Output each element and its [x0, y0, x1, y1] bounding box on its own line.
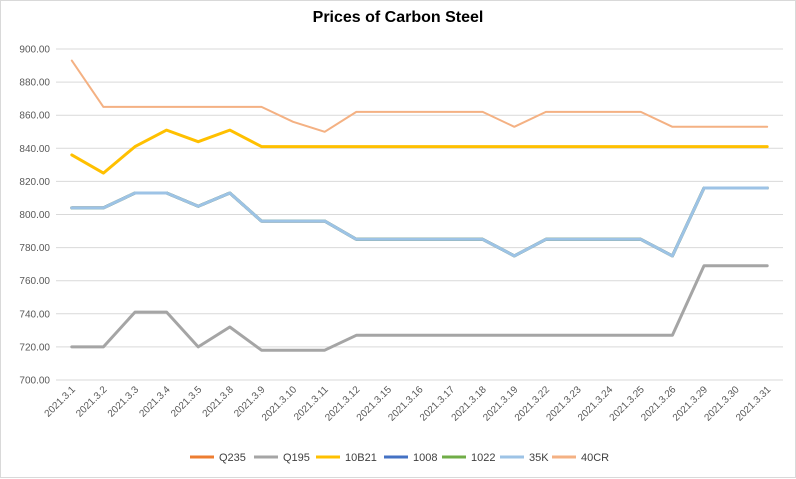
x-tick-label: 2021.3.31: [734, 384, 774, 424]
y-tick-label: 880.00: [19, 78, 50, 89]
y-tick-label: 740.00: [19, 309, 50, 320]
legend-label: 40CR: [581, 452, 609, 464]
legend-label: 10B21: [345, 452, 377, 464]
y-tick-label: 760.00: [19, 276, 50, 287]
series-line-q195: [70, 264, 769, 352]
legend-label: 1022: [471, 452, 495, 464]
y-tick-label: 840.00: [19, 144, 50, 155]
y-tick-label: 780.00: [19, 243, 50, 254]
legend-label: 1008: [413, 452, 437, 464]
y-tick-label: 800.00: [19, 210, 50, 221]
x-tick-label: 2021.3.3: [106, 384, 142, 420]
series-line-35k: [70, 186, 769, 258]
x-tick-label: 2021.3.2: [74, 384, 110, 420]
y-tick-label: 700.00: [19, 376, 50, 387]
y-tick-label: 720.00: [19, 342, 50, 353]
legend-label: 35K: [529, 452, 549, 464]
series-line-10b21: [70, 128, 769, 175]
y-tick-label: 900.00: [19, 45, 50, 56]
x-tick-label: 2021.3.4: [137, 384, 173, 420]
x-tick-label: 2021.3.5: [169, 384, 205, 420]
y-tick-label: 820.00: [19, 177, 50, 188]
chart-title: Prices of Carbon Steel: [312, 9, 484, 26]
y-tick-label: 860.00: [19, 111, 50, 122]
x-tick-label: 2021.3.1: [43, 384, 79, 420]
series-line-40cr: [70, 59, 769, 133]
legend-label: Q235: [219, 452, 246, 464]
x-tick-label: 2021.3.8: [201, 384, 237, 420]
legend-label: Q195: [283, 452, 310, 464]
